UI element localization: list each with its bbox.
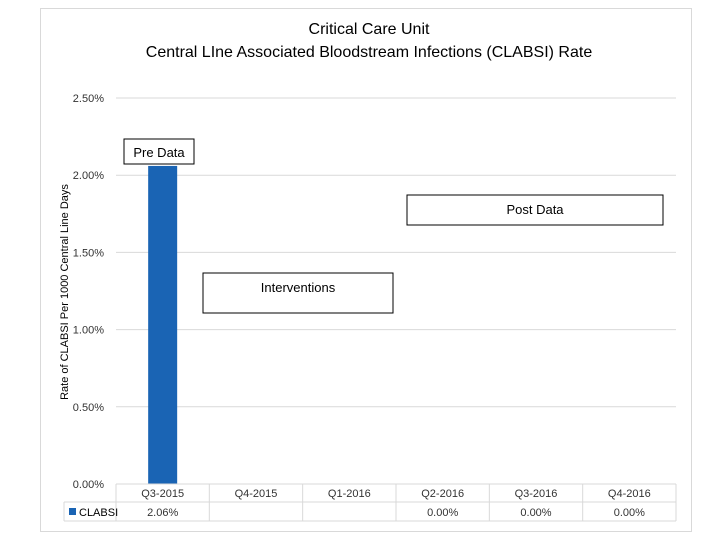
y-tick-label: 0.50% bbox=[73, 402, 104, 414]
data-label: 0.00% bbox=[614, 507, 645, 519]
annotation-pre-data: Pre Data bbox=[133, 145, 185, 160]
bar-q3-2015 bbox=[148, 165, 178, 484]
legend-key bbox=[69, 508, 76, 515]
x-tick-label: Q1-2016 bbox=[328, 488, 371, 500]
chart-subtitle: Central LIne Associated Bloodstream Infe… bbox=[146, 44, 593, 61]
x-tick-label: Q2-2016 bbox=[421, 488, 464, 500]
y-tick-label: 1.00% bbox=[73, 325, 104, 337]
annotation-box-post-data bbox=[406, 194, 664, 226]
chart-title: Critical Care Unit bbox=[309, 21, 430, 38]
x-tick-label: Q3-2016 bbox=[515, 488, 558, 500]
y-tick-label: 1.50% bbox=[73, 247, 104, 259]
legend-label: CLABSI bbox=[79, 507, 118, 519]
annotations: Pre Data Interventions Post Data bbox=[123, 138, 664, 314]
y-tick-label: 2.50% bbox=[73, 93, 104, 105]
y-tick-label: 2.00% bbox=[73, 170, 104, 182]
x-tick-label: Q4-2015 bbox=[235, 488, 278, 500]
annotation-post-data: Post Data bbox=[506, 202, 564, 217]
data-label: 0.00% bbox=[427, 507, 458, 519]
annotation-box-pre-data bbox=[123, 138, 195, 165]
data-label: 0.00% bbox=[520, 507, 551, 519]
x-tick-label: Q3-2015 bbox=[141, 488, 184, 500]
y-axis-ticks: 0.00% 0.50% 1.00% 1.50% 2.00% 2.50% bbox=[73, 93, 104, 491]
y-tick-label: 0.00% bbox=[73, 479, 104, 491]
y-axis-title: Rate of CLABSI Per 1000 Central Line Day… bbox=[59, 184, 71, 400]
annotation-box-interventions bbox=[202, 272, 394, 314]
annotation-interventions: Interventions bbox=[261, 280, 336, 295]
gridlines bbox=[116, 97, 676, 485]
data-label: 2.06% bbox=[147, 507, 178, 519]
bars bbox=[148, 165, 178, 484]
x-tick-label: Q4-2016 bbox=[608, 488, 651, 500]
data-table: Q3-2015 2.06% Q4-2015 Q1-2016 Q2-2016 0.00% Q3… bbox=[63, 483, 677, 522]
